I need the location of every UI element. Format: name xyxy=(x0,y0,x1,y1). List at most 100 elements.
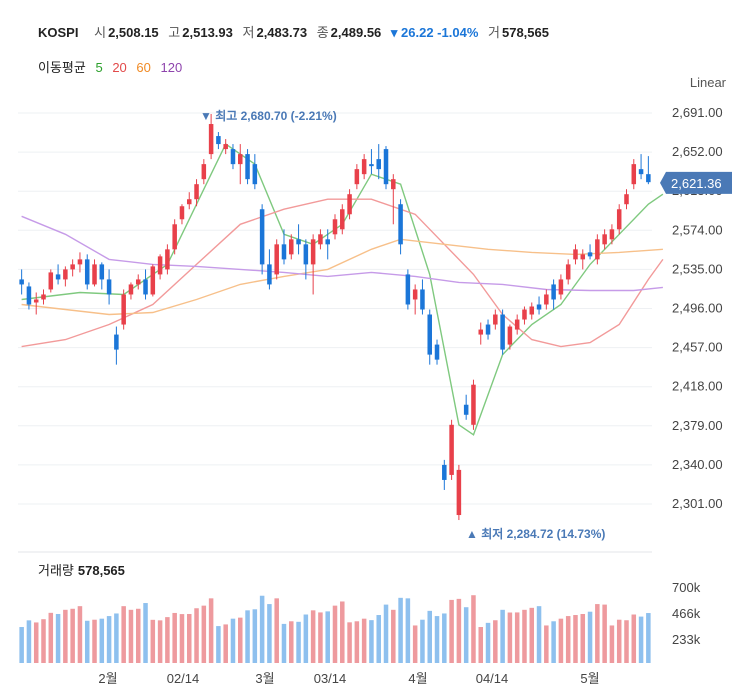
candle xyxy=(303,239,309,280)
x-tick-label: 02/14 xyxy=(167,671,200,686)
candle xyxy=(150,264,156,297)
change-value: ▾ 26.22 -1.04% xyxy=(390,25,479,40)
candle xyxy=(412,284,418,315)
candle-body xyxy=(106,279,112,295)
candle xyxy=(289,234,294,260)
candle xyxy=(420,279,425,315)
volume-bar xyxy=(165,617,170,663)
candle xyxy=(223,139,228,155)
candle-body xyxy=(602,234,607,245)
candle-body xyxy=(420,289,425,310)
volume-bar xyxy=(157,620,163,663)
ma5-legend[interactable]: 5 xyxy=(95,60,103,75)
volume-bar xyxy=(558,618,564,663)
volume-bar xyxy=(463,607,469,663)
candle xyxy=(398,199,403,255)
candle xyxy=(434,339,440,365)
volume-bar xyxy=(485,622,491,663)
candle xyxy=(340,204,345,235)
candle xyxy=(135,274,141,290)
candle-body xyxy=(267,264,272,285)
scale-toggle[interactable]: Linear xyxy=(689,75,726,90)
volume-bar xyxy=(354,621,360,663)
candle xyxy=(376,144,381,180)
volume-bar xyxy=(405,598,411,663)
candle xyxy=(26,282,32,310)
volume-bar xyxy=(580,613,586,663)
candle-body xyxy=(48,272,54,290)
volume-bar xyxy=(77,606,83,663)
volume-bar xyxy=(369,620,374,663)
candle xyxy=(602,229,607,250)
candle xyxy=(318,229,323,250)
x-tick-label: 4월 xyxy=(408,671,427,686)
volume-bar xyxy=(252,609,258,663)
candle-body xyxy=(325,239,330,245)
volume-bar xyxy=(84,620,90,663)
max-price-note: ▼ 최고 2,680.70 (-2.21%) xyxy=(200,108,337,123)
candle-body xyxy=(442,464,447,480)
candle xyxy=(216,132,221,150)
candle xyxy=(347,189,352,220)
candle-body xyxy=(238,154,243,165)
volume-bar xyxy=(267,604,272,663)
candle-body xyxy=(223,144,228,150)
volume-bar xyxy=(143,603,148,663)
candle xyxy=(179,204,185,225)
candle-body xyxy=(616,209,622,230)
candle-body xyxy=(245,154,250,180)
volume-bar xyxy=(638,616,644,663)
volume-bar xyxy=(230,618,236,663)
volume-bar xyxy=(391,609,396,663)
candle-body xyxy=(449,424,454,475)
candle-body xyxy=(99,264,105,280)
candle xyxy=(471,379,476,430)
candle-body xyxy=(587,252,593,257)
ma20-legend[interactable]: 20 xyxy=(112,60,127,75)
candle-body xyxy=(456,469,462,516)
candle-body xyxy=(186,199,192,205)
volume-bar xyxy=(551,621,556,663)
volume-bar xyxy=(128,609,134,663)
candle-body xyxy=(391,179,396,190)
candle-body xyxy=(216,136,221,145)
volume-label: 거 xyxy=(488,25,500,40)
y-tick-label: 2,379.00 xyxy=(672,418,723,433)
candle-body xyxy=(150,266,156,295)
ma60-line xyxy=(21,238,663,316)
candle xyxy=(646,156,651,185)
volume-bar xyxy=(427,610,432,663)
x-tick-label: 5월 xyxy=(580,671,599,686)
candle-body xyxy=(565,264,571,280)
candle xyxy=(41,289,46,305)
candle-body xyxy=(544,294,549,305)
candle xyxy=(70,259,75,277)
volume-bar xyxy=(41,619,46,663)
y-tick-label: 2,652.00 xyxy=(672,144,723,159)
ma60-legend[interactable]: 60 xyxy=(136,60,151,75)
candle-body xyxy=(609,229,615,240)
volume-bar xyxy=(442,613,447,663)
candle xyxy=(238,144,243,185)
volume-bar xyxy=(99,618,105,663)
candle xyxy=(638,154,644,180)
candle-body xyxy=(230,149,236,165)
candle xyxy=(514,314,520,335)
volume-bar xyxy=(223,624,228,663)
candle xyxy=(332,214,338,240)
candle xyxy=(114,326,119,365)
candle xyxy=(427,309,432,365)
volume-bar xyxy=(274,598,279,663)
candle xyxy=(19,269,24,295)
candle-body xyxy=(259,209,265,265)
volume-bar xyxy=(507,612,513,663)
candle-body xyxy=(493,314,498,325)
ma120-legend[interactable]: 120 xyxy=(160,60,183,75)
volume-bar xyxy=(310,610,316,663)
y-tick-label: 2,301.00 xyxy=(672,496,723,511)
candle-body xyxy=(347,194,352,215)
candle xyxy=(310,234,316,295)
candle xyxy=(529,302,535,320)
candle-body xyxy=(558,279,564,295)
